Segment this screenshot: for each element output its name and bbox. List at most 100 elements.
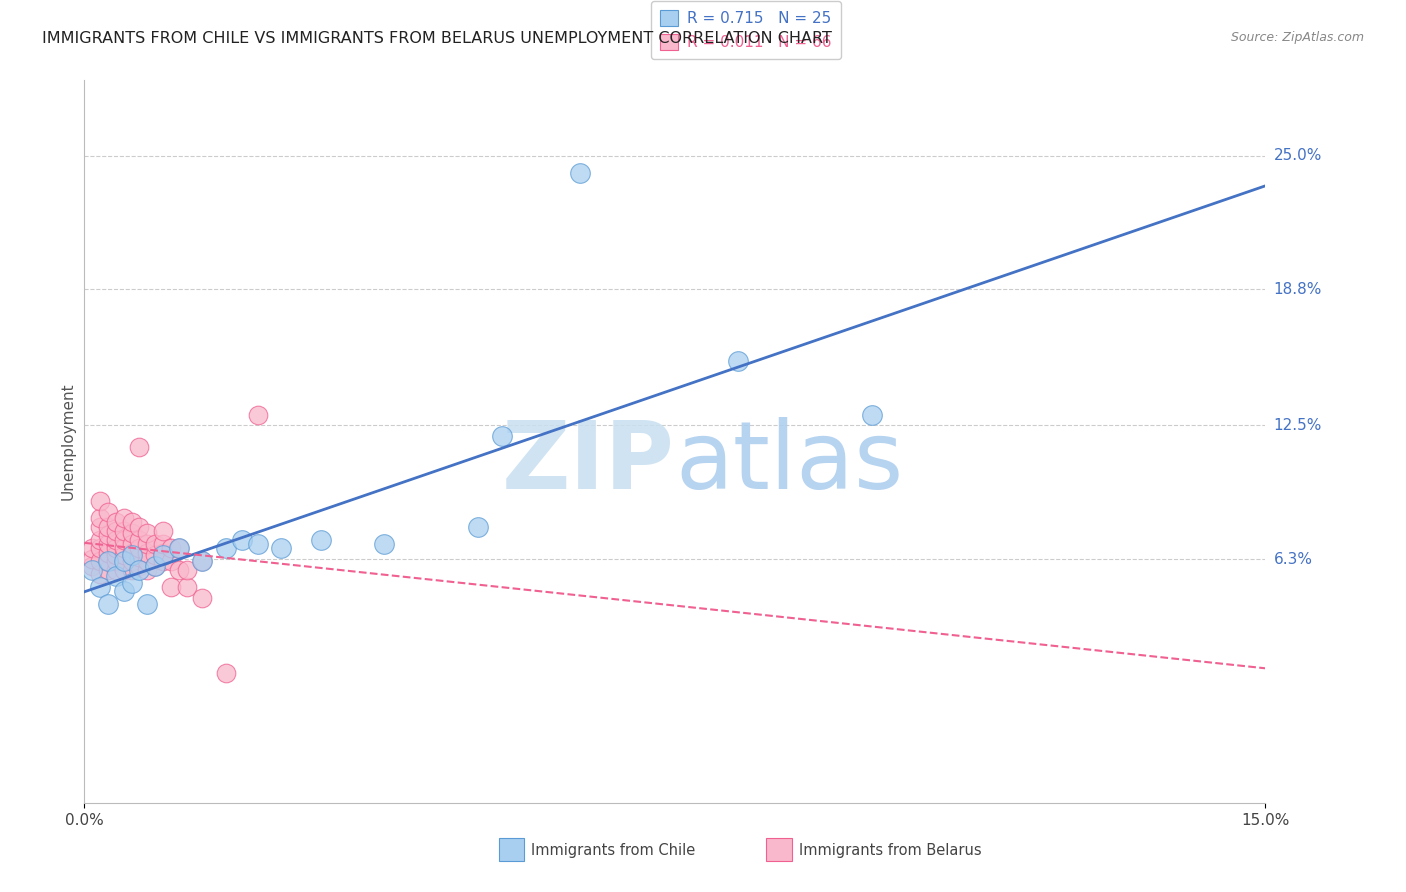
Point — [89, 520, 111, 534]
Point — [143, 548, 166, 562]
Point — [167, 541, 190, 556]
Legend: R = 0.715   N = 25, R = 0.011   N = 66: R = 0.715 N = 25, R = 0.011 N = 66 — [651, 1, 841, 59]
Point — [89, 554, 111, 568]
Point — [143, 558, 166, 573]
Point — [143, 558, 166, 573]
Point — [89, 511, 111, 525]
Point — [89, 493, 111, 508]
Point — [112, 554, 135, 568]
Point — [128, 541, 150, 556]
Point — [82, 552, 104, 566]
Point — [176, 563, 198, 577]
Point — [121, 516, 143, 530]
Text: Immigrants from Chile: Immigrants from Chile — [531, 843, 696, 857]
Text: 18.8%: 18.8% — [1274, 282, 1322, 297]
Point — [160, 580, 183, 594]
Point — [121, 537, 143, 551]
Point — [569, 166, 592, 180]
Point — [152, 548, 174, 562]
Point — [860, 408, 883, 422]
Point — [167, 563, 190, 577]
Point — [97, 563, 120, 577]
Point — [160, 541, 183, 556]
Point — [82, 558, 104, 573]
Point — [215, 666, 238, 681]
Point — [128, 563, 150, 577]
Text: Immigrants from Belarus: Immigrants from Belarus — [799, 843, 981, 857]
Point — [167, 541, 190, 556]
Point — [136, 563, 159, 577]
Point — [112, 533, 135, 547]
Point — [89, 541, 111, 556]
Point — [136, 554, 159, 568]
Point — [136, 546, 159, 560]
Point — [97, 598, 120, 612]
Text: Source: ZipAtlas.com: Source: ZipAtlas.com — [1230, 31, 1364, 45]
Point — [128, 549, 150, 564]
Point — [491, 429, 513, 443]
Point — [128, 520, 150, 534]
Y-axis label: Unemployment: Unemployment — [60, 383, 76, 500]
Point — [97, 505, 120, 519]
Point — [104, 548, 127, 562]
Point — [112, 563, 135, 577]
Point — [246, 537, 269, 551]
Point — [112, 524, 135, 538]
Point — [97, 554, 120, 568]
Point — [727, 353, 749, 368]
Point — [143, 537, 166, 551]
Point — [152, 546, 174, 560]
Point — [215, 541, 238, 556]
Point — [121, 548, 143, 562]
Point — [104, 563, 127, 577]
Point — [97, 546, 120, 560]
Point — [104, 554, 127, 568]
Point — [112, 511, 135, 525]
Point — [309, 533, 332, 547]
Point — [128, 558, 150, 573]
Point — [128, 440, 150, 454]
Text: ZIP: ZIP — [502, 417, 675, 509]
Point — [89, 533, 111, 547]
Point — [121, 526, 143, 541]
Point — [136, 598, 159, 612]
Point — [191, 554, 214, 568]
Text: 6.3%: 6.3% — [1274, 551, 1313, 566]
Point — [246, 408, 269, 422]
Point — [97, 528, 120, 542]
Point — [112, 554, 135, 568]
Point — [467, 520, 489, 534]
Text: 12.5%: 12.5% — [1274, 417, 1322, 433]
Point — [104, 516, 127, 530]
Point — [152, 524, 174, 538]
Point — [97, 520, 120, 534]
Point — [121, 563, 143, 577]
Point — [97, 537, 120, 551]
Point — [82, 563, 104, 577]
Point — [112, 541, 135, 556]
Point — [104, 541, 127, 556]
Point — [121, 546, 143, 560]
Point — [104, 569, 127, 583]
Point — [104, 524, 127, 538]
Point — [191, 554, 214, 568]
Point — [112, 584, 135, 599]
Point — [191, 591, 214, 605]
Point — [121, 575, 143, 590]
Text: atlas: atlas — [675, 417, 903, 509]
Point — [128, 533, 150, 547]
Point — [136, 537, 159, 551]
Point — [89, 580, 111, 594]
Point — [82, 541, 104, 556]
Point — [152, 537, 174, 551]
Point — [373, 537, 395, 551]
Point — [121, 554, 143, 568]
Text: IMMIGRANTS FROM CHILE VS IMMIGRANTS FROM BELARUS UNEMPLOYMENT CORRELATION CHART: IMMIGRANTS FROM CHILE VS IMMIGRANTS FROM… — [42, 31, 832, 46]
Point — [270, 541, 292, 556]
Point — [97, 554, 120, 568]
Point — [112, 548, 135, 562]
Point — [160, 554, 183, 568]
Point — [104, 533, 127, 547]
Text: 25.0%: 25.0% — [1274, 148, 1322, 163]
Point — [176, 580, 198, 594]
